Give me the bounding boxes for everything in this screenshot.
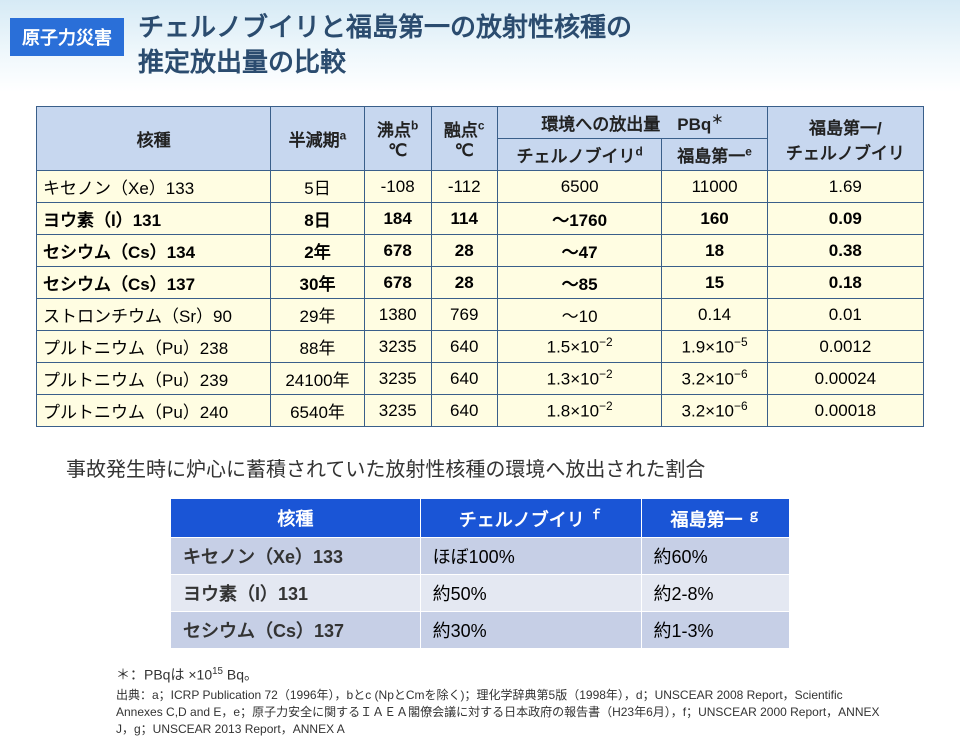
rel-col-fukushima: 福島第一 ｇ <box>641 499 789 538</box>
emission-table: 核種 半減期a 沸点b℃ 融点c℃ 環境への放出量 PBq＊ 福島第一/チェルノ… <box>36 106 924 427</box>
cell: 1.69 <box>767 171 923 203</box>
cell: 約60% <box>641 538 789 575</box>
cell: 678 <box>364 235 431 267</box>
table-row: ヨウ素（I）131約50%約2-8% <box>171 575 790 612</box>
col-melt: 融点c℃ <box>431 107 497 171</box>
table-row: プルトニウム（Pu）23888年32356401.5×10−21.9×10−50… <box>37 331 924 363</box>
cell: 約50% <box>420 575 641 612</box>
cell: プルトニウム（Pu）239 <box>37 363 271 395</box>
cell: -112 <box>431 171 497 203</box>
release-table: 核種 チェルノブイリ ｆ 福島第一 ｇ キセノン（Xe）133ほぼ100%約60… <box>170 498 790 649</box>
cell: 114 <box>431 203 497 235</box>
footnote-sources: 出典：a；ICRP Publication 72（1996年），bとc (Npと… <box>116 687 884 737</box>
cell: 約2-8% <box>641 575 789 612</box>
subtitle: 事故発生時に炉心に蓄積されていた放射性核種の環境へ放出された割合 <box>66 453 924 482</box>
table-row: ヨウ素（I）1318日184114～17601600.09 <box>37 203 924 235</box>
cell: 678 <box>364 267 431 299</box>
cell: プルトニウム（Pu）240 <box>37 395 271 427</box>
cell: 15 <box>662 267 767 299</box>
cell: 6540年 <box>271 395 364 427</box>
title-line-1: チェルノブイリと福島第一の放射性核種の <box>138 10 632 45</box>
main-content: 核種 半減期a 沸点b℃ 融点c℃ 環境への放出量 PBq＊ 福島第一/チェルノ… <box>0 92 960 738</box>
col-chernobyl: チェルノブイリd <box>497 139 662 171</box>
cell: ほぼ100% <box>420 538 641 575</box>
cell: ～85 <box>497 267 662 299</box>
cell: 88年 <box>271 331 364 363</box>
cell: 3235 <box>364 331 431 363</box>
title-line-2: 推定放出量の比較 <box>138 45 632 80</box>
cell: 0.09 <box>767 203 923 235</box>
cell: 6500 <box>497 171 662 203</box>
cell: セシウム（Cs）137 <box>37 267 271 299</box>
cell: 1.5×10−2 <box>497 331 662 363</box>
col-boil: 沸点b℃ <box>364 107 431 171</box>
cell: 1.3×10−2 <box>497 363 662 395</box>
cell: 769 <box>431 299 497 331</box>
cell: セシウム（Cs）134 <box>37 235 271 267</box>
table-row: セシウム（Cs）13730年67828～85150.18 <box>37 267 924 299</box>
col-fukushima: 福島第一e <box>662 139 767 171</box>
cell: 0.00018 <box>767 395 923 427</box>
cell: ヨウ素（I）131 <box>37 203 271 235</box>
cell: 0.00024 <box>767 363 923 395</box>
rel-col-nuclide: 核種 <box>171 499 421 538</box>
table-row: プルトニウム（Pu）2406540年32356401.8×10−23.2×10−… <box>37 395 924 427</box>
footnotes: ＊：PBqは ×1015 Bq。 出典：a；ICRP Publication 7… <box>116 665 884 738</box>
cell: ヨウ素（I）131 <box>171 575 421 612</box>
col-halflife: 半減期a <box>271 107 364 171</box>
cell: 0.38 <box>767 235 923 267</box>
footnote-pbq: ＊：PBqは ×1015 Bq。 <box>116 665 884 685</box>
cell: ～1760 <box>497 203 662 235</box>
cell: 1.9×10−5 <box>662 331 767 363</box>
cell: 1380 <box>364 299 431 331</box>
cell: ストロンチウム（Sr）90 <box>37 299 271 331</box>
cell: プルトニウム（Pu）238 <box>37 331 271 363</box>
table-row: キセノン（Xe）1335日-108-1126500110001.69 <box>37 171 924 203</box>
cell: 3.2×10−6 <box>662 395 767 427</box>
cell: 3235 <box>364 395 431 427</box>
page-header: 原子力災害 チェルノブイリと福島第一の放射性核種の 推定放出量の比較 <box>0 0 960 92</box>
table-row: セシウム（Cs）1342年67828～47180.38 <box>37 235 924 267</box>
cell: 640 <box>431 395 497 427</box>
cell: 11000 <box>662 171 767 203</box>
cell: 約30% <box>420 612 641 649</box>
cell: 0.0012 <box>767 331 923 363</box>
cell: 640 <box>431 331 497 363</box>
col-nuclide: 核種 <box>37 107 271 171</box>
cell: 0.18 <box>767 267 923 299</box>
col-emission: 環境への放出量 PBq＊ <box>497 107 767 139</box>
cell: 5日 <box>271 171 364 203</box>
cell: 約1-3% <box>641 612 789 649</box>
cell: ～47 <box>497 235 662 267</box>
table-row: ストロンチウム（Sr）9029年1380769～100.140.01 <box>37 299 924 331</box>
col-ratio: 福島第一/チェルノブイリ <box>767 107 923 171</box>
table-row: セシウム（Cs）137約30%約1-3% <box>171 612 790 649</box>
cell: 1.8×10−2 <box>497 395 662 427</box>
cell: 3235 <box>364 363 431 395</box>
category-badge: 原子力災害 <box>10 18 124 56</box>
cell: 184 <box>364 203 431 235</box>
cell: 640 <box>431 363 497 395</box>
page-title: チェルノブイリと福島第一の放射性核種の 推定放出量の比較 <box>138 10 632 80</box>
table-row: キセノン（Xe）133ほぼ100%約60% <box>171 538 790 575</box>
cell: 0.14 <box>662 299 767 331</box>
cell: キセノン（Xe）133 <box>37 171 271 203</box>
cell: 30年 <box>271 267 364 299</box>
cell: 160 <box>662 203 767 235</box>
cell: 28 <box>431 267 497 299</box>
cell: 29年 <box>271 299 364 331</box>
table-row: プルトニウム（Pu）23924100年32356401.3×10−23.2×10… <box>37 363 924 395</box>
cell: 3.2×10−6 <box>662 363 767 395</box>
cell: セシウム（Cs）137 <box>171 612 421 649</box>
rel-col-chernobyl: チェルノブイリ ｆ <box>420 499 641 538</box>
cell: 0.01 <box>767 299 923 331</box>
cell: 2年 <box>271 235 364 267</box>
cell: 28 <box>431 235 497 267</box>
cell: キセノン（Xe）133 <box>171 538 421 575</box>
cell: 8日 <box>271 203 364 235</box>
cell: -108 <box>364 171 431 203</box>
cell: 18 <box>662 235 767 267</box>
cell: 24100年 <box>271 363 364 395</box>
cell: ～10 <box>497 299 662 331</box>
